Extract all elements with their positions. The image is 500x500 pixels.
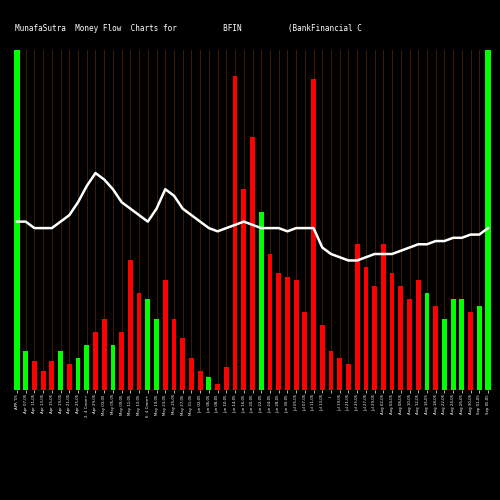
Bar: [76, 358, 80, 390]
Bar: [163, 280, 168, 390]
Bar: [450, 300, 456, 390]
Bar: [460, 300, 464, 390]
Bar: [180, 338, 185, 390]
Bar: [215, 384, 220, 390]
Bar: [40, 370, 46, 390]
Bar: [398, 286, 403, 390]
Bar: [302, 312, 307, 390]
Bar: [364, 267, 368, 390]
Bar: [232, 76, 237, 390]
Bar: [198, 370, 202, 390]
Bar: [294, 280, 298, 390]
Bar: [381, 244, 386, 390]
Bar: [320, 325, 324, 390]
Bar: [484, 50, 492, 390]
Bar: [442, 319, 447, 390]
Bar: [477, 306, 482, 390]
Bar: [50, 361, 54, 390]
Bar: [128, 260, 133, 390]
Bar: [84, 344, 89, 390]
Bar: [32, 361, 37, 390]
Bar: [93, 332, 98, 390]
Bar: [206, 377, 212, 390]
Bar: [328, 351, 334, 390]
Bar: [136, 293, 141, 390]
Bar: [120, 332, 124, 390]
Bar: [146, 300, 150, 390]
Bar: [268, 254, 272, 390]
Bar: [259, 212, 264, 390]
Bar: [468, 312, 473, 390]
Bar: [154, 319, 159, 390]
Bar: [110, 344, 116, 390]
Bar: [311, 79, 316, 390]
Bar: [67, 364, 71, 390]
Bar: [355, 244, 360, 390]
Bar: [346, 364, 351, 390]
Bar: [172, 319, 176, 390]
Bar: [285, 276, 290, 390]
Bar: [338, 358, 342, 390]
Bar: [372, 286, 377, 390]
Bar: [224, 368, 228, 390]
Bar: [407, 300, 412, 390]
Bar: [424, 293, 430, 390]
Bar: [416, 280, 420, 390]
Bar: [102, 319, 106, 390]
Bar: [434, 306, 438, 390]
Bar: [390, 274, 394, 390]
Text: MunafaSutra  Money Flow  Charts for          BFIN          (BankFinancial C: MunafaSutra Money Flow Charts for BFIN (…: [15, 24, 362, 33]
Bar: [250, 138, 255, 390]
Bar: [242, 189, 246, 390]
Bar: [276, 274, 281, 390]
Bar: [58, 351, 63, 390]
Bar: [189, 358, 194, 390]
Bar: [24, 351, 28, 390]
Bar: [14, 50, 20, 390]
